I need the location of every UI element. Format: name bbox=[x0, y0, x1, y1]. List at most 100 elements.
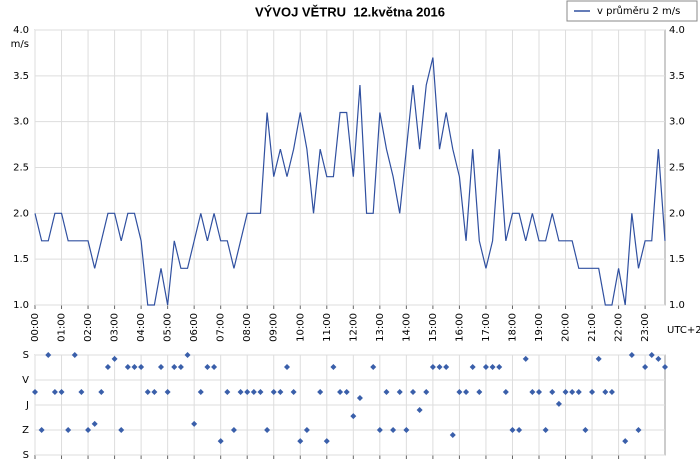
data-point bbox=[429, 363, 436, 370]
x-tick-label: 20:00 bbox=[561, 313, 572, 342]
data-point bbox=[655, 355, 662, 362]
data-point bbox=[648, 352, 655, 358]
data-point bbox=[516, 427, 523, 433]
x-tick-label: 18:00 bbox=[507, 313, 518, 342]
x-tick-label: 07:00 bbox=[216, 313, 227, 342]
data-point bbox=[502, 388, 509, 395]
x-tick-label: 11:00 bbox=[322, 313, 333, 342]
data-point bbox=[51, 388, 58, 395]
data-point bbox=[144, 388, 151, 395]
data-point bbox=[71, 352, 78, 358]
legend-label: v průměru 2 m/s bbox=[597, 5, 680, 17]
data-point bbox=[469, 363, 476, 370]
data-point bbox=[608, 388, 615, 395]
y-tick-label: Z bbox=[22, 425, 29, 436]
data-point bbox=[343, 388, 350, 395]
x-tick-label: 23:00 bbox=[640, 313, 651, 342]
data-point bbox=[595, 355, 602, 362]
x-tick-label: 00:00 bbox=[30, 313, 41, 342]
data-point bbox=[482, 363, 489, 370]
data-point bbox=[463, 388, 470, 395]
data-point bbox=[575, 388, 582, 395]
x-tick-label: 21:00 bbox=[587, 313, 598, 342]
x-tick-label: 02:00 bbox=[83, 313, 94, 342]
x-tick-label: 15:00 bbox=[428, 313, 439, 342]
data-point bbox=[164, 388, 171, 395]
data-point bbox=[542, 427, 549, 433]
data-point bbox=[582, 427, 589, 433]
data-point bbox=[443, 363, 450, 370]
data-point bbox=[449, 432, 456, 438]
data-point bbox=[569, 388, 576, 395]
x-tick-label: 22:00 bbox=[614, 313, 625, 342]
data-point bbox=[184, 352, 191, 358]
data-point bbox=[562, 388, 569, 395]
x-tick-label: 14:00 bbox=[401, 313, 412, 342]
data-point bbox=[197, 388, 204, 395]
data-point bbox=[111, 355, 118, 362]
data-point bbox=[85, 427, 92, 433]
data-point bbox=[211, 363, 218, 370]
x-tick-label: 05:00 bbox=[163, 313, 174, 342]
x-tick-label: 09:00 bbox=[269, 313, 280, 342]
data-point bbox=[290, 388, 297, 395]
data-point bbox=[370, 363, 377, 370]
data-point bbox=[104, 363, 111, 370]
data-point bbox=[403, 427, 410, 433]
data-point bbox=[416, 407, 423, 413]
data-point bbox=[78, 388, 85, 395]
data-point bbox=[191, 420, 198, 427]
y-tick-label: 1.0 bbox=[13, 300, 29, 311]
x-tick-label: 19:00 bbox=[534, 313, 545, 342]
data-point bbox=[217, 438, 224, 445]
data-point bbox=[58, 388, 65, 395]
x-tick-label: 16:00 bbox=[454, 313, 465, 342]
y-tick-label: 4.0 bbox=[13, 25, 29, 36]
data-point bbox=[131, 363, 138, 370]
data-point bbox=[38, 427, 45, 433]
data-point bbox=[436, 363, 443, 370]
x-tick-label: 01:00 bbox=[57, 313, 68, 342]
data-point bbox=[337, 388, 344, 395]
data-point bbox=[230, 427, 237, 433]
x-tick-label: 17:00 bbox=[481, 313, 492, 342]
y-tick-label: 2.5 bbox=[13, 163, 29, 174]
data-point bbox=[536, 388, 542, 395]
data-point bbox=[32, 388, 38, 395]
y-tick-label: V bbox=[22, 375, 29, 386]
data-point bbox=[171, 363, 178, 370]
data-point bbox=[522, 355, 529, 362]
y-unit: m/s bbox=[11, 39, 29, 50]
data-point bbox=[284, 363, 290, 370]
data-point bbox=[45, 352, 52, 358]
y-tick-label-right: 3.0 bbox=[669, 117, 685, 128]
data-point bbox=[622, 438, 629, 445]
data-point bbox=[390, 427, 397, 433]
data-point bbox=[158, 363, 164, 370]
data-point bbox=[91, 420, 98, 427]
data-point bbox=[423, 388, 430, 395]
x-tick-label: 10:00 bbox=[295, 313, 306, 342]
data-point bbox=[98, 388, 105, 395]
data-point bbox=[549, 388, 556, 395]
y-tick-label-right: 2.5 bbox=[669, 163, 685, 174]
data-point bbox=[177, 363, 184, 370]
data-point bbox=[257, 388, 264, 395]
x-tick-label: 03:00 bbox=[110, 313, 121, 342]
data-point bbox=[317, 388, 324, 395]
data-point bbox=[297, 438, 304, 445]
data-point bbox=[496, 363, 503, 370]
data-point bbox=[376, 427, 383, 433]
data-point bbox=[509, 427, 516, 433]
data-point bbox=[383, 388, 390, 395]
y-tick-label: 1.5 bbox=[13, 254, 29, 265]
x-tick-label: 04:00 bbox=[136, 313, 147, 342]
data-point bbox=[555, 400, 562, 407]
data-point bbox=[602, 388, 609, 395]
data-point bbox=[65, 427, 72, 433]
data-point bbox=[124, 363, 131, 370]
y-tick-label-right: 2.0 bbox=[669, 208, 685, 219]
data-point bbox=[244, 388, 251, 395]
data-point bbox=[270, 388, 277, 395]
